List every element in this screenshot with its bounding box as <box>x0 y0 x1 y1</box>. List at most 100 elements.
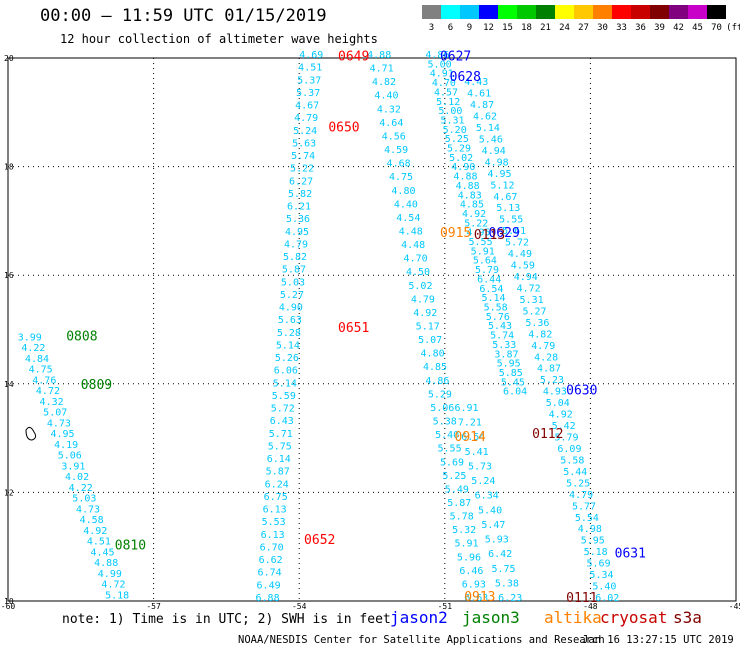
wave-height-value: 4.57 <box>434 87 458 98</box>
pass-label: 0628 <box>450 70 481 85</box>
wave-height-value: 4.02 <box>65 472 89 483</box>
legend-label: 33 <box>616 23 627 33</box>
plot-frame <box>7 57 737 602</box>
wave-height-value: 5.27 <box>280 290 304 301</box>
wave-height-value: 4.79 <box>294 113 318 124</box>
wave-height-value: 4.32 <box>377 104 401 115</box>
legend-label: 45 <box>692 23 703 33</box>
y-tick-label: 10 <box>4 597 14 606</box>
wave-height-value: 6.14 <box>267 454 291 465</box>
wave-height-value: 6.24 <box>265 479 289 490</box>
wave-height-value: 5.87 <box>447 498 471 509</box>
wave-height-value: 5.43 <box>488 321 512 332</box>
wave-height-value: 5.14 <box>476 123 500 134</box>
wave-height-value: 5.54 <box>575 513 599 524</box>
satellite-label: cryosat <box>600 608 668 627</box>
pass-label: 0913 <box>464 590 495 605</box>
wave-height-value: 4.69 <box>299 50 323 61</box>
wave-height-value: 4.22 <box>21 343 45 354</box>
wave-height-value: 5.33 <box>492 340 516 351</box>
pass-label: 0627 <box>440 50 471 65</box>
wave-height-value: 4.58 <box>80 515 104 526</box>
wave-height-value: 4.79 <box>284 239 308 250</box>
wave-height-value: 4.85 <box>460 200 484 211</box>
y-tick-label: 20 <box>4 54 14 63</box>
wave-height-value: 4.73 <box>76 504 100 515</box>
wave-height-value: 5.44 <box>563 467 587 478</box>
wave-height-value: 4.94 <box>482 146 506 157</box>
pass-label: 0111 <box>566 591 597 606</box>
wave-height-value: 6.42 <box>488 549 512 560</box>
legend-label: 6 <box>447 23 454 33</box>
wave-height-value: 6.70 <box>260 542 284 553</box>
wave-height-value: 3.87 <box>494 349 518 360</box>
wave-height-value: 5.37 <box>296 88 320 99</box>
wave-height-value: 5.23 <box>540 375 564 386</box>
wave-height-value: 5.93 <box>485 535 509 546</box>
wave-height-value: 5.79 <box>475 265 499 276</box>
wave-height-value: 5.69 <box>440 457 464 468</box>
legend-unit: (ft) <box>726 23 740 33</box>
wave-height-value: 5.24 <box>293 126 317 137</box>
wave-height-value: 5.78 <box>450 512 474 523</box>
wave-height-value: 5.22 <box>290 164 314 175</box>
wave-height-value: 5.29 <box>428 389 452 400</box>
wave-height-value: 4.79 <box>531 341 555 352</box>
legend-swatch <box>612 5 631 19</box>
wave-height-value: 5.53 <box>262 517 286 528</box>
wave-height-value: 4.75 <box>29 365 53 376</box>
chart-plot: -60-57-54-51-48-451012141618204.694.515.… <box>1 50 740 610</box>
wave-height-value: 4.67 <box>295 101 319 112</box>
wave-height-value: 5.22 <box>464 218 488 229</box>
wave-height-value: 5.14 <box>276 340 300 351</box>
wave-height-value: 5.75 <box>491 564 515 575</box>
wave-height-value: 5.76 <box>486 312 510 323</box>
wave-height-value: 4.86 <box>425 376 449 387</box>
wave-height-value: 6.88 <box>256 593 280 604</box>
wave-height-value: 6.54 <box>479 284 503 295</box>
wave-height-value: 4.64 <box>379 118 403 129</box>
wave-height-value: 6.91 <box>455 403 479 414</box>
wave-height-value: 4.59 <box>511 261 535 272</box>
legend-label: 15 <box>502 23 513 33</box>
wave-height-value: 4.79 <box>411 294 435 305</box>
wave-height-value: 4.68 <box>387 159 411 170</box>
wave-height-value: 5.58 <box>560 455 584 466</box>
legend-label: 9 <box>466 23 473 33</box>
wave-height-value: 4.94 <box>514 272 538 283</box>
legend-swatch <box>650 5 669 19</box>
legend-label: 70 <box>711 23 722 33</box>
wave-height-value: 4.51 <box>298 63 322 74</box>
wave-height-value: 4.45 <box>91 547 115 558</box>
wave-height-value: 5.26 <box>275 353 299 364</box>
legend-swatch <box>669 5 688 19</box>
wave-height-value: 4.85 <box>423 362 447 373</box>
legend-swatch <box>422 5 441 19</box>
wave-height-value: 4.98 <box>485 157 509 168</box>
wave-height-value: 5.79 <box>554 433 578 444</box>
x-tick-label: -45 <box>729 602 740 610</box>
pass-label: 0808 <box>66 329 97 344</box>
wave-height-value: 5.74 <box>490 331 514 342</box>
wave-height-value: 6.46 <box>459 566 483 577</box>
wave-height-value: 4.95 <box>285 227 309 238</box>
wave-height-value: 5.42 <box>552 421 576 432</box>
wave-height-value: 5.69 <box>587 559 611 570</box>
wave-height-value: 5.82 <box>283 252 307 263</box>
wave-height-value: 5.91 <box>455 539 479 550</box>
legend-label: 21 <box>540 23 551 33</box>
wave-height-value: 5.77 <box>572 501 596 512</box>
satellite-label: s3a <box>673 608 702 627</box>
x-tick-label: -54 <box>292 602 307 610</box>
wave-height-value: 6.02 <box>595 593 619 604</box>
wave-height-value: 5.18 <box>105 590 129 601</box>
chart-title: 00:00 – 11:59 UTC 01/15/2019 <box>40 6 327 26</box>
wave-height-value: 4.19 <box>54 440 78 451</box>
legend-swatch <box>441 5 460 19</box>
wave-height-value: 5.00 <box>438 106 462 117</box>
wave-height-value: 4.72 <box>101 580 125 591</box>
wave-height-value: 5.12 <box>436 97 460 108</box>
wave-height-value: 5.46 <box>479 134 503 145</box>
wave-height-value: 4.76 <box>32 375 56 386</box>
y-tick-label: 14 <box>4 380 14 389</box>
